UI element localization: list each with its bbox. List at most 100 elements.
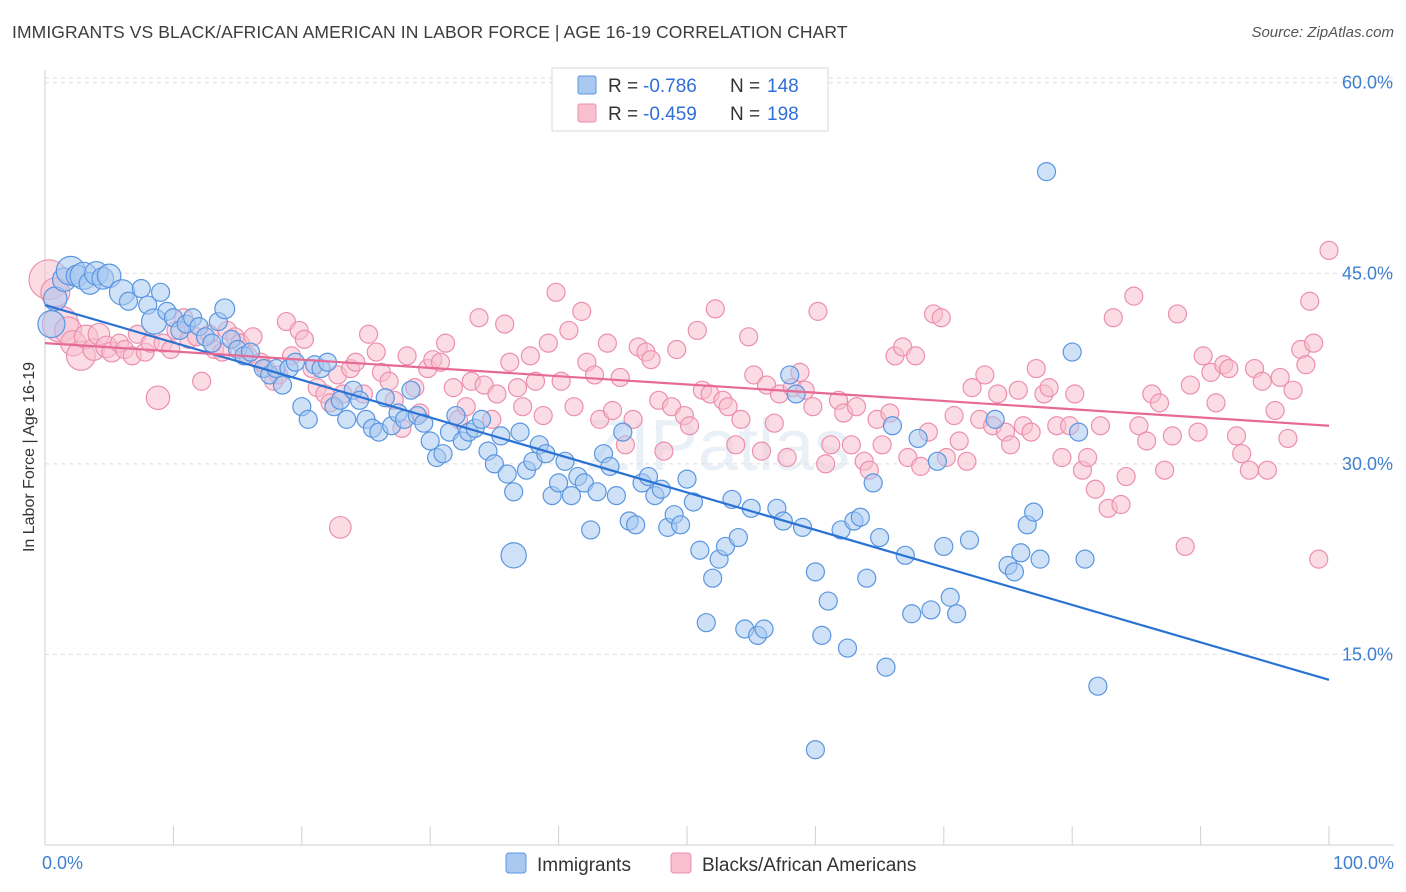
- immigrant-point: [1088, 676, 1108, 696]
- black-american-point: [988, 384, 1008, 404]
- black-american-point: [803, 397, 823, 417]
- black-american-point: [584, 365, 605, 385]
- immigrant-point: [876, 657, 896, 677]
- immigrant-point: [805, 740, 826, 760]
- immigrant-point: [677, 469, 697, 489]
- black-american-point: [726, 435, 746, 455]
- black-american-point: [764, 413, 784, 433]
- immigrant-point: [934, 536, 954, 557]
- source-label: Source: ZipAtlas.com: [1251, 24, 1394, 41]
- black-american-point: [739, 327, 759, 347]
- immigrant-point: [214, 298, 236, 320]
- black-american-point: [816, 454, 836, 474]
- black-american-point: [495, 314, 515, 334]
- black-american-point: [507, 378, 528, 398]
- black-american-point: [687, 320, 707, 341]
- black-american-point: [1319, 240, 1339, 261]
- black-american-point: [294, 329, 314, 349]
- immigrant-point: [337, 409, 357, 429]
- black-american-point: [1180, 375, 1200, 395]
- black-american-point: [538, 333, 558, 353]
- immigrant-point: [863, 473, 883, 493]
- black-american-point: [1116, 466, 1136, 487]
- immigrant-point: [638, 466, 659, 487]
- black-american-point: [1129, 416, 1149, 436]
- legend-label-immigrants: Immigrants: [537, 855, 631, 876]
- immigrant-point: [240, 342, 261, 362]
- black-american-point: [525, 371, 546, 391]
- immigrant-point: [500, 542, 527, 569]
- immigrant-point: [696, 613, 716, 633]
- legend-n-label-pink: N =: [730, 104, 760, 125]
- immigrant-point: [484, 454, 504, 474]
- legend-r-value-pink: -0.459: [643, 104, 697, 125]
- black-american-point: [1226, 426, 1247, 446]
- immigrant-point: [272, 375, 293, 395]
- immigrant-point: [497, 464, 517, 484]
- immigrant-point: [561, 486, 582, 506]
- black-american-point: [1265, 400, 1285, 421]
- immigrant-point: [202, 333, 222, 353]
- black-american-point: [1175, 536, 1195, 557]
- immigrant-point: [420, 431, 440, 451]
- immigrant-point: [613, 422, 633, 442]
- immigrant-point: [1004, 562, 1025, 582]
- immigrant-point: [818, 591, 838, 611]
- black-american-point: [520, 346, 540, 366]
- black-american-point: [1309, 549, 1329, 569]
- black-american-point: [1252, 371, 1272, 391]
- black-american-point: [358, 324, 379, 344]
- black-american-point: [846, 397, 867, 417]
- black-american-point: [500, 352, 520, 372]
- black-american-point: [962, 378, 982, 398]
- legend-swatch-blue: [577, 75, 597, 95]
- axes: [44, 70, 1394, 846]
- immigrant-point: [606, 486, 626, 506]
- immigrant-point: [446, 405, 466, 426]
- blacks-trend-line: [44, 342, 1330, 427]
- legend-n-value-blue: 148: [767, 76, 799, 97]
- immigrant-point: [555, 451, 575, 471]
- y-tick-label: 45.0%: [1342, 263, 1393, 283]
- black-american-point: [1124, 286, 1144, 306]
- immigrant-point: [683, 492, 704, 512]
- immigrant-point: [786, 384, 806, 404]
- immigrant-point: [626, 515, 646, 535]
- black-american-point: [469, 308, 489, 328]
- legend-box: [551, 67, 829, 132]
- black-american-point: [718, 397, 738, 417]
- immigrant-point: [414, 413, 434, 433]
- black-american-point: [667, 339, 687, 360]
- immigrant-point: [780, 365, 800, 385]
- black-american-point: [911, 456, 931, 476]
- black-american-point: [944, 405, 964, 426]
- black-american-point: [328, 515, 352, 539]
- black-american-point: [1303, 333, 1324, 353]
- immigrant-point: [1024, 502, 1044, 522]
- immigrant-point: [940, 587, 960, 607]
- black-american-point: [430, 352, 451, 372]
- black-american-point: [1193, 346, 1213, 366]
- x-ticks: [44, 826, 1330, 845]
- black-american-point: [841, 435, 861, 455]
- black-american-point: [436, 333, 456, 353]
- black-american-point: [1137, 431, 1157, 451]
- black-american-point: [443, 378, 463, 398]
- series-legend: Immigrants Blacks/African Americans: [505, 852, 916, 876]
- correlation-legend: R = -0.786 N = 148 R = -0.459 N = 198: [551, 67, 829, 132]
- immigrant-point: [150, 282, 171, 302]
- legend-n-value-pink: 198: [767, 104, 799, 125]
- black-american-point: [705, 299, 725, 319]
- x-tick-label-0: 0.0%: [42, 853, 83, 873]
- immigrant-point: [882, 416, 903, 436]
- black-american-point: [1078, 447, 1098, 468]
- black-american-point: [1065, 384, 1085, 404]
- black-american-point: [1219, 358, 1239, 379]
- black-american-point: [679, 416, 700, 436]
- black-american-point: [145, 385, 171, 411]
- black-american-point: [751, 441, 772, 461]
- legend-swatch-blacks: [670, 852, 692, 874]
- y-axis-label: In Labor Force | Age 16-19: [21, 362, 38, 552]
- immigrant-point: [959, 530, 980, 550]
- black-american-point: [513, 397, 533, 417]
